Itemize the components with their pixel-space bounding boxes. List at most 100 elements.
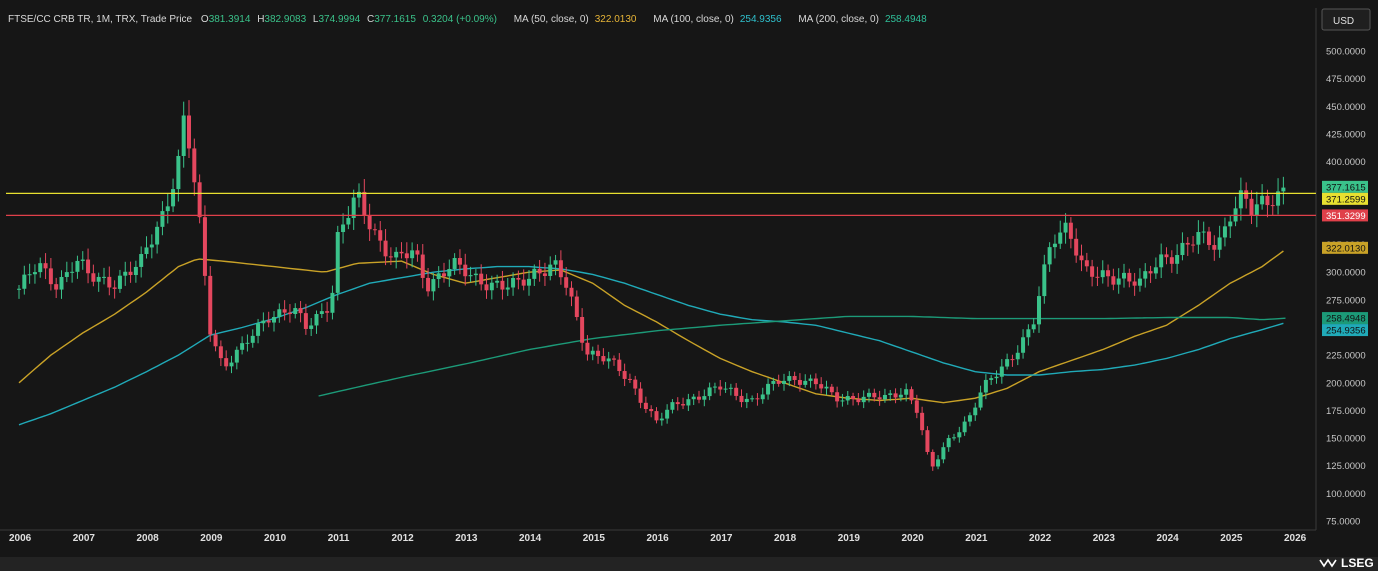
candle xyxy=(452,253,457,275)
candle xyxy=(872,388,877,402)
candle xyxy=(930,449,935,471)
y-tick-label: 125.0000 xyxy=(1326,461,1366,472)
candle xyxy=(500,270,505,300)
candle xyxy=(240,336,245,355)
candle xyxy=(155,221,160,254)
low-value: 374.9994 xyxy=(318,14,360,25)
candle xyxy=(1074,228,1079,263)
candle xyxy=(325,301,330,322)
candle xyxy=(914,394,919,419)
y-tick-label: 475.0000 xyxy=(1326,74,1366,85)
candle xyxy=(362,179,367,225)
moving-averages xyxy=(18,250,1286,426)
candle xyxy=(107,266,112,296)
x-tick-label: 2022 xyxy=(1029,533,1052,544)
candle xyxy=(394,247,399,269)
candle xyxy=(558,250,563,285)
candle xyxy=(218,340,223,366)
candle xyxy=(532,264,537,287)
close-label: C xyxy=(367,14,374,25)
footer-bar xyxy=(0,557,1378,571)
candle xyxy=(261,312,266,332)
candle xyxy=(75,255,80,279)
candle xyxy=(542,262,547,286)
candle xyxy=(925,426,930,455)
candle xyxy=(967,412,972,427)
candle xyxy=(457,249,462,275)
candle xyxy=(144,236,149,259)
candle xyxy=(133,260,138,283)
y-tick-label: 175.0000 xyxy=(1326,406,1366,417)
candle xyxy=(1244,182,1249,209)
candle xyxy=(920,406,925,436)
candle xyxy=(473,268,478,286)
candle xyxy=(983,374,988,400)
candle xyxy=(117,269,122,293)
change-value: 0.3204 (+0.09%) xyxy=(423,14,497,25)
candle xyxy=(569,281,574,307)
candle xyxy=(1095,266,1100,287)
candle xyxy=(553,254,558,276)
ma50-line xyxy=(18,250,1284,404)
candle xyxy=(1180,232,1185,261)
ma50-value: 322.0130 xyxy=(595,14,637,25)
candle xyxy=(346,206,351,230)
candle xyxy=(766,378,771,400)
candle xyxy=(665,404,670,424)
y-tick-label: 225.0000 xyxy=(1326,351,1366,362)
candle xyxy=(245,334,250,352)
x-tick-label: 2006 xyxy=(9,533,32,544)
candle xyxy=(803,374,808,388)
candle xyxy=(1047,242,1052,272)
candle xyxy=(96,272,101,292)
candle xyxy=(357,183,361,208)
candle xyxy=(511,272,516,296)
lseg-emblem-icon xyxy=(1319,558,1337,568)
ma200-line xyxy=(318,315,1286,397)
candle xyxy=(1037,286,1041,333)
candle xyxy=(659,412,664,426)
y-tick-label: 100.0000 xyxy=(1326,489,1366,500)
open-value: 381.3914 xyxy=(209,14,251,25)
candle xyxy=(1084,252,1089,272)
candle xyxy=(17,284,21,299)
candle xyxy=(208,266,213,342)
candle xyxy=(702,389,707,407)
candle xyxy=(994,370,999,384)
candle xyxy=(771,377,776,391)
candle xyxy=(1276,178,1281,215)
candles xyxy=(17,100,1286,471)
price-tag: 254.9356 xyxy=(1322,324,1368,337)
candle xyxy=(888,389,893,401)
candle xyxy=(27,263,32,284)
candle xyxy=(585,335,590,361)
price-tag-label: 322.0130 xyxy=(1326,243,1366,254)
y-tick-label: 150.0000 xyxy=(1326,434,1366,445)
candle xyxy=(712,382,717,394)
candle xyxy=(426,268,431,297)
candle xyxy=(675,397,680,411)
candle xyxy=(54,277,59,299)
candle xyxy=(86,248,91,284)
candle xyxy=(521,269,526,291)
candle xyxy=(877,390,882,406)
candle xyxy=(957,426,962,443)
candle xyxy=(728,383,733,396)
candle xyxy=(149,234,154,259)
price-tag-label: 258.4948 xyxy=(1326,314,1366,325)
currency-button[interactable]: USD xyxy=(1321,8,1371,31)
candle xyxy=(1191,235,1196,253)
candle xyxy=(1265,189,1270,218)
candle xyxy=(123,261,128,286)
candle xyxy=(341,213,346,244)
candle xyxy=(596,344,601,364)
candle xyxy=(1201,221,1206,244)
candle xyxy=(447,259,452,287)
candle xyxy=(808,374,813,388)
candle xyxy=(1228,215,1233,238)
x-axis: 2006 2007 2008 2009 2010 2011 2012 2013 2014 2015… xyxy=(9,533,1307,544)
y-tick-label: 275.0000 xyxy=(1326,295,1366,306)
